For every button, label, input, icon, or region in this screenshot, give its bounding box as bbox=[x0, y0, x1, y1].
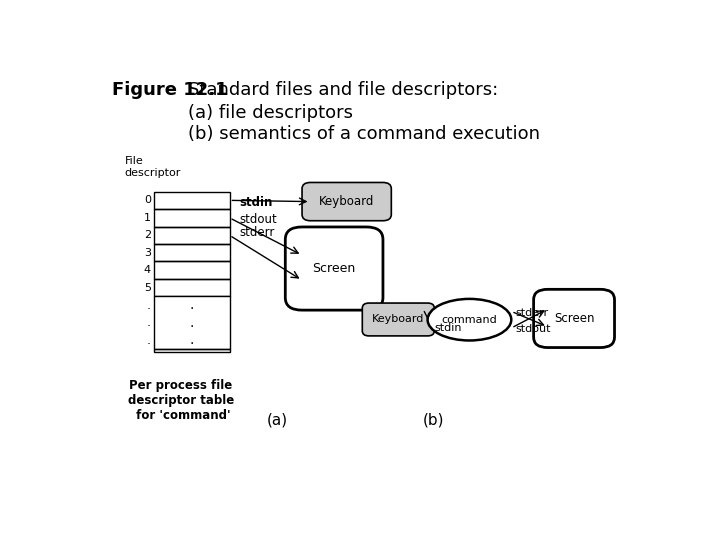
Text: Screen: Screen bbox=[312, 262, 356, 275]
Bar bbox=[154, 192, 230, 209]
FancyBboxPatch shape bbox=[534, 289, 615, 348]
Text: 4: 4 bbox=[144, 265, 150, 275]
Bar bbox=[154, 209, 230, 227]
Text: .: . bbox=[189, 298, 194, 312]
Text: Figure 12.1: Figure 12.1 bbox=[112, 82, 228, 99]
Text: command: command bbox=[441, 315, 498, 325]
Text: .: . bbox=[189, 333, 194, 347]
Text: 2: 2 bbox=[144, 230, 150, 240]
Text: (b) semantics of a command execution: (b) semantics of a command execution bbox=[188, 125, 540, 143]
Bar bbox=[154, 244, 230, 261]
Text: stdin: stdin bbox=[435, 323, 462, 333]
Bar bbox=[154, 296, 230, 349]
Text: stderr: stderr bbox=[240, 226, 275, 239]
Bar bbox=[154, 349, 230, 352]
Text: 5: 5 bbox=[144, 282, 150, 293]
Text: .: . bbox=[147, 316, 150, 329]
Text: stdout: stdout bbox=[516, 324, 552, 334]
Text: Per process file
descriptor table
 for 'command': Per process file descriptor table for 'c… bbox=[128, 379, 234, 422]
Text: (a) file descriptors: (a) file descriptors bbox=[188, 104, 353, 122]
Text: 0: 0 bbox=[144, 195, 150, 205]
Bar bbox=[154, 261, 230, 279]
Text: (b): (b) bbox=[423, 413, 444, 428]
FancyBboxPatch shape bbox=[302, 183, 392, 221]
Text: (a): (a) bbox=[266, 413, 287, 428]
FancyBboxPatch shape bbox=[285, 227, 383, 310]
Text: stdout: stdout bbox=[240, 213, 277, 226]
Bar bbox=[154, 279, 230, 296]
Text: Screen: Screen bbox=[554, 312, 594, 325]
Text: .: . bbox=[147, 299, 150, 312]
Text: stderr: stderr bbox=[516, 308, 549, 318]
Text: 3: 3 bbox=[144, 248, 150, 258]
Text: 1: 1 bbox=[144, 213, 150, 223]
Ellipse shape bbox=[428, 299, 511, 341]
Text: .: . bbox=[189, 315, 194, 329]
Text: Keyboard: Keyboard bbox=[372, 314, 425, 325]
Bar bbox=[154, 227, 230, 244]
Text: File
descriptor: File descriptor bbox=[125, 156, 181, 178]
Text: Standard files and file descriptors:: Standard files and file descriptors: bbox=[188, 82, 498, 99]
Text: .: . bbox=[147, 334, 150, 347]
Text: Keyboard: Keyboard bbox=[319, 195, 374, 208]
Text: stdin: stdin bbox=[240, 195, 273, 208]
FancyBboxPatch shape bbox=[362, 303, 434, 336]
